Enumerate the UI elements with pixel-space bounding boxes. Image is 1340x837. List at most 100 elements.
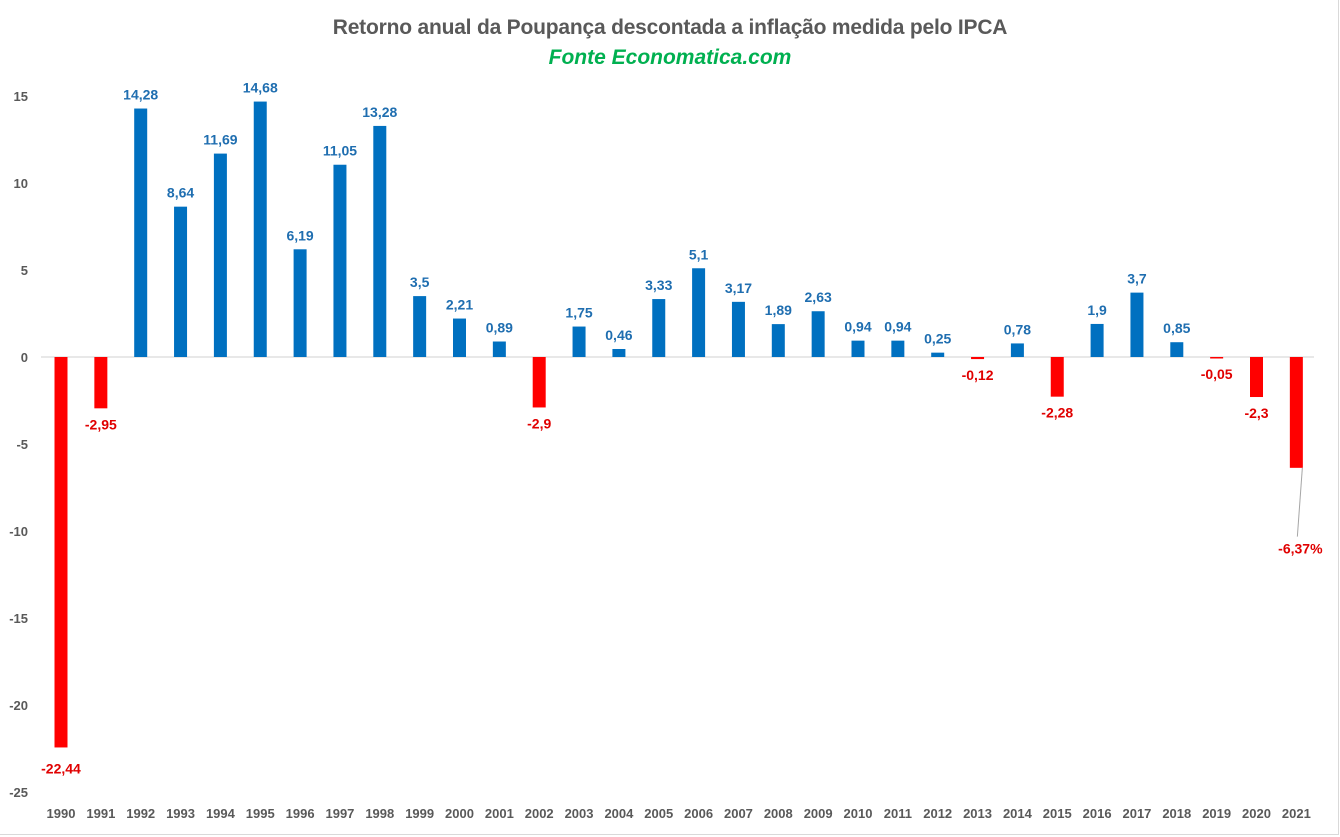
x-tick-label: 1992	[126, 806, 155, 821]
x-tick-label: 2006	[684, 806, 713, 821]
x-tick-label: 2002	[525, 806, 554, 821]
data-label: 0,85	[1163, 320, 1190, 336]
y-tick-label: 0	[21, 350, 28, 365]
data-label: 0,94	[884, 319, 911, 335]
x-tick-label: 2003	[565, 806, 594, 821]
bars-group	[54, 101, 1303, 748]
data-label: -0,12	[962, 367, 994, 383]
data-label: 8,64	[167, 185, 194, 201]
x-tick-label: 1990	[47, 806, 76, 821]
x-tick-label: 2005	[644, 806, 673, 821]
bar-2003	[572, 326, 586, 357]
y-tick-label: 15	[14, 89, 28, 104]
x-tick-label: 2011	[884, 806, 912, 821]
data-label: 2,21	[446, 297, 473, 313]
leader-lines	[1296, 467, 1303, 537]
bar-1997	[333, 164, 347, 357]
bar-2021	[1289, 357, 1303, 468]
data-label: 3,7	[1127, 271, 1147, 287]
x-tick-label: 2014	[1003, 806, 1033, 821]
bar-2015	[1050, 357, 1064, 397]
x-tick-label: 1997	[325, 806, 354, 821]
bar-2017	[1130, 292, 1144, 357]
x-tick-label: 2013	[963, 806, 992, 821]
y-tick-label: -25	[9, 785, 28, 800]
data-label: 3,33	[645, 277, 672, 293]
bar-2019	[1210, 357, 1224, 359]
x-axis: 1990 1991 1992 1993 1994 1995 1996 1997 1998 1999…	[47, 806, 1311, 821]
x-tick-label: 2015	[1043, 806, 1072, 821]
data-label: 0,25	[924, 331, 951, 347]
chart-subtitle: Fonte Economatica.com	[548, 46, 792, 69]
chart-title: Retorno anual da Poupança descontada a i…	[332, 16, 1008, 39]
x-tick-label: 1995	[246, 806, 275, 821]
x-tick-label: 2004	[604, 806, 634, 821]
data-label: -22,44	[41, 760, 81, 776]
bar-2018	[1170, 342, 1184, 357]
x-tick-label: 2007	[724, 806, 753, 821]
bar-2010	[851, 340, 865, 357]
data-label: 0,46	[605, 327, 632, 343]
bar-2002	[532, 357, 546, 408]
leader-line	[1296, 467, 1303, 537]
data-label: 11,69	[203, 132, 237, 148]
x-tick-label: 2017	[1122, 806, 1151, 821]
bar-2007	[731, 301, 745, 357]
data-label: -2,95	[85, 416, 117, 432]
y-tick-label: -5	[16, 437, 28, 452]
bar-2012	[931, 352, 945, 357]
data-label: 13,28	[362, 104, 397, 120]
x-tick-label: 2008	[764, 806, 793, 821]
x-tick-label: 1994	[206, 806, 236, 821]
data-label: 0,94	[844, 319, 871, 335]
bar-1999	[413, 296, 427, 357]
data-label: 1,89	[765, 302, 792, 318]
bar-2020	[1250, 357, 1263, 398]
data-label: 14,28	[123, 87, 158, 103]
x-tick-label: 2012	[923, 806, 952, 821]
bar-1996	[293, 249, 307, 357]
y-tick-label: -20	[9, 698, 28, 713]
bar-1990	[54, 357, 68, 748]
data-label: 1,75	[565, 305, 592, 321]
bar-2011	[891, 340, 905, 357]
data-label: -2,3	[1244, 405, 1268, 421]
x-tick-label: 2010	[844, 806, 873, 821]
y-tick-label: 5	[21, 263, 28, 278]
bar-2005	[652, 299, 666, 357]
x-tick-label: 1998	[365, 806, 394, 821]
data-label: 0,78	[1004, 321, 1031, 337]
y-tick-label: 10	[14, 176, 28, 191]
bar-2009	[811, 311, 825, 357]
data-label: 5,1	[689, 246, 709, 262]
x-tick-label: 1993	[166, 806, 195, 821]
x-tick-label: 2020	[1242, 806, 1271, 821]
data-label: 3,5	[410, 274, 430, 290]
bar-2014	[1010, 343, 1024, 357]
bar-1991	[94, 357, 108, 409]
x-tick-label: 2001	[485, 806, 514, 821]
bar-1994	[213, 153, 227, 357]
data-label: 0,89	[486, 320, 513, 336]
x-tick-label: 2009	[804, 806, 833, 821]
x-tick-label: 2016	[1083, 806, 1112, 821]
y-axis: 15 10 5 0 -5 -10 -15 -20 -25	[9, 89, 28, 800]
data-label: -2,9	[527, 415, 551, 431]
bar-1993	[174, 206, 188, 357]
bar-1995	[253, 101, 267, 358]
bar-2000	[453, 318, 466, 357]
bar-2013	[971, 357, 985, 360]
x-tick-label: 1996	[286, 806, 315, 821]
bar-2001	[492, 341, 506, 357]
data-label: 2,63	[805, 289, 832, 305]
bar-2008	[771, 324, 785, 357]
bar-1998	[373, 125, 387, 357]
x-tick-label: 2018	[1162, 806, 1191, 821]
data-labels-group: -22,44 -2,95 14,28 8,64 11,69 14,68 6,19 11,05 1…	[41, 80, 1323, 777]
data-label: -6,37%	[1278, 541, 1323, 557]
bar-2016	[1090, 323, 1104, 357]
x-tick-label: 2021	[1282, 806, 1311, 821]
x-tick-label: 1991	[86, 806, 115, 821]
data-label: 6,19	[286, 227, 313, 243]
